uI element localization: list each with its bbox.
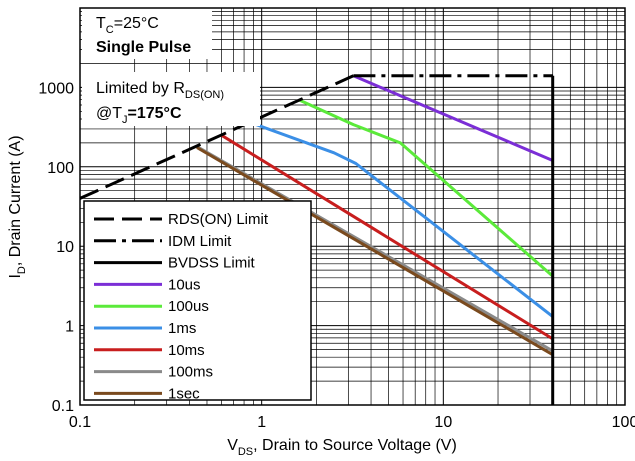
legend-frame bbox=[83, 200, 312, 401]
y-tick-label: 0.1 bbox=[52, 398, 74, 415]
y-tick-label: 10 bbox=[56, 239, 74, 256]
legend-label: 100ms bbox=[168, 364, 213, 381]
annotation-line1: Limited by RDS(ON) bbox=[96, 80, 224, 101]
annotation-box: Limited by RDS(ON) @TJ=175°C bbox=[82, 72, 260, 126]
y-tick-label: 100 bbox=[47, 160, 74, 177]
x-tick-label: 1 bbox=[257, 414, 266, 431]
y-axis-title: ID, Drain Current (A) bbox=[7, 135, 28, 278]
series-line-100us bbox=[298, 98, 554, 278]
x-tick-label: 10 bbox=[434, 414, 452, 431]
conditions-line2: Single Pulse bbox=[96, 39, 191, 56]
legend-label: IDM Limit bbox=[168, 233, 232, 250]
legend-label: 1sec bbox=[168, 385, 200, 402]
legend: RDS(ON) Limit IDM Limit BVDSS Limit 10us 100… bbox=[83, 200, 312, 402]
plot-frame bbox=[79, 7, 626, 406]
axes: 0.1 1 10 100 0.1 1 10 100 1000 bbox=[38, 7, 635, 431]
series-lines bbox=[79, 74, 555, 405]
x-tick-label: 100 bbox=[612, 414, 635, 431]
conditions-line1: TC=25°C bbox=[96, 15, 159, 36]
x-tick-label: 0.1 bbox=[69, 414, 91, 431]
series-line-10us bbox=[352, 74, 554, 162]
legend-label: 10us bbox=[168, 276, 201, 293]
conditions-box: TC=25°C Single Pulse bbox=[82, 6, 212, 59]
legend-label: 100us bbox=[168, 298, 209, 315]
legend-label: 1ms bbox=[168, 320, 196, 337]
y-tick-label: 1000 bbox=[38, 80, 74, 97]
series-line-1sec bbox=[196, 146, 554, 356]
x-axis-title: VDS, Drain to Source Voltage (V) bbox=[227, 437, 457, 458]
series-line-1ms bbox=[252, 122, 554, 318]
y-tick-label: 1 bbox=[65, 319, 74, 336]
legend-label: RDS(ON) Limit bbox=[168, 211, 269, 228]
series-line-rds-on-limit bbox=[79, 74, 355, 200]
series-line-10ms bbox=[220, 133, 554, 341]
annotation-line2: @TJ=175°C bbox=[96, 105, 182, 126]
legend-label: BVDSS Limit bbox=[168, 255, 256, 272]
legend-label: 10ms bbox=[168, 342, 205, 359]
